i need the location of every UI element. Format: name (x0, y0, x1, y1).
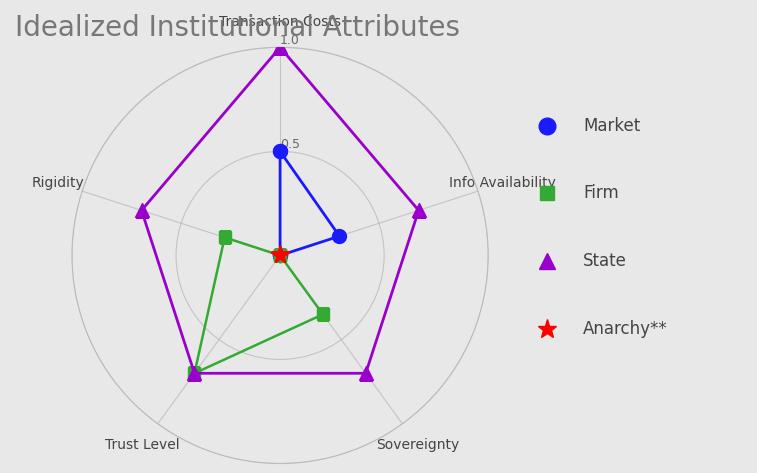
Text: Market: Market (583, 117, 640, 135)
Text: Firm: Firm (583, 184, 618, 202)
Text: State: State (583, 252, 627, 270)
Text: Idealized Institutional Attributes: Idealized Institutional Attributes (15, 14, 460, 42)
Text: Anarchy**: Anarchy** (583, 320, 668, 338)
